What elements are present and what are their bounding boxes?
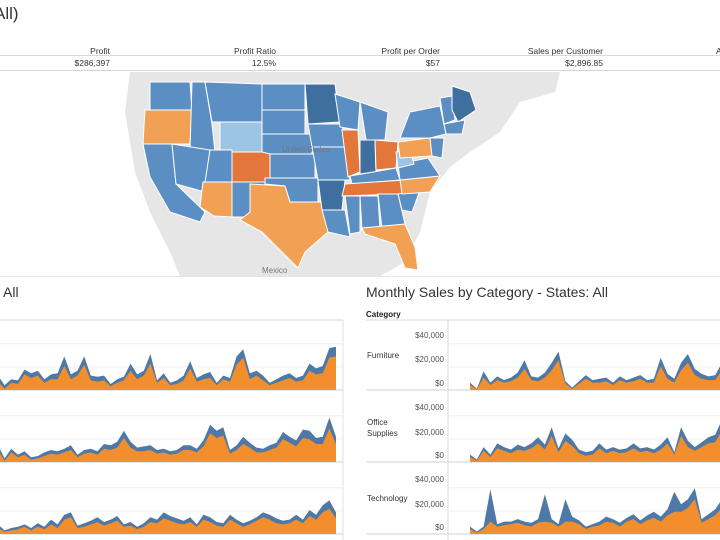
right-profit-area-furniture[interactable]	[470, 360, 720, 390]
category-label-technology: Technology	[367, 494, 408, 503]
state-az[interactable]	[199, 181, 233, 218]
state-me[interactable]	[451, 85, 477, 123]
kpi-value-sales-per-customer: $2,896.85	[565, 58, 603, 68]
axis-tick-tech-0: $0	[435, 523, 444, 532]
right-panel-title: Monthly Sales by Category - States: All	[366, 284, 608, 300]
left-profit-area-office-supplies[interactable]	[0, 428, 336, 462]
kpi-label-sales-per-customer: Sales per Customer	[527, 46, 603, 56]
axis-tick-furniture-0: $0	[435, 379, 444, 388]
kpi-row: Profit $286,397 Profit Ratio 12.5% Profi…	[0, 44, 720, 71]
state-ms[interactable]	[344, 195, 361, 235]
axis-tick-office-40k: $40,000	[415, 403, 444, 412]
kpi-label-profit-ratio: Profit Ratio	[233, 46, 276, 56]
state-tx[interactable]	[239, 183, 329, 269]
map-label-united-states: United States	[282, 145, 330, 154]
axis-tick-tech-40k: $40,000	[415, 475, 444, 484]
state-mo[interactable]	[311, 146, 351, 181]
axis-tick-office-0: $0	[435, 451, 444, 460]
state-la[interactable]	[321, 209, 351, 238]
axis-tick-furniture-40k: $40,000	[415, 331, 444, 340]
kpi-value-profit-per-order: $57	[425, 58, 440, 68]
axis-tick-furniture-20k: $20,000	[415, 355, 444, 364]
left-panel-title: All	[3, 284, 19, 300]
state-ny[interactable]	[399, 105, 447, 139]
category-label-office-supplies: Office Supplies	[367, 418, 398, 438]
left-profit-area-technology[interactable]	[0, 508, 336, 534]
kpi-value-profit-ratio: 12.5%	[251, 58, 276, 68]
state-id[interactable]	[189, 81, 216, 153]
map-label-mexico: Mexico	[262, 266, 288, 275]
state-mi[interactable]	[359, 101, 389, 141]
state-map[interactable]: United States Mexico	[0, 72, 720, 276]
kpi-value-profit: $286,397	[74, 58, 110, 68]
map-divider	[0, 276, 720, 277]
state-fl[interactable]	[361, 223, 419, 271]
right-profit-area-technology[interactable]	[470, 499, 720, 534]
axis-tick-office-20k: $20,000	[415, 428, 444, 437]
state-vt-nh[interactable]	[439, 95, 456, 125]
category-header: Category	[366, 310, 401, 319]
left-profit-area-furniture[interactable]	[0, 356, 336, 390]
kpi-label-profit-per-order: Profit per Order	[381, 46, 440, 56]
dashboard-title: All)	[0, 4, 19, 23]
state-ma-ct-ri[interactable]	[443, 119, 466, 135]
right-profit-area-office-supplies[interactable]	[470, 430, 720, 462]
kpi-divider	[0, 55, 720, 56]
axis-tick-tech-20k: $20,000	[415, 500, 444, 509]
category-label-furniture: Furniture	[367, 351, 400, 360]
state-nj-de-md[interactable]	[429, 137, 445, 159]
kpi-label-profit: Profit	[90, 46, 110, 56]
kpi-label-cutoff: A	[716, 46, 720, 56]
